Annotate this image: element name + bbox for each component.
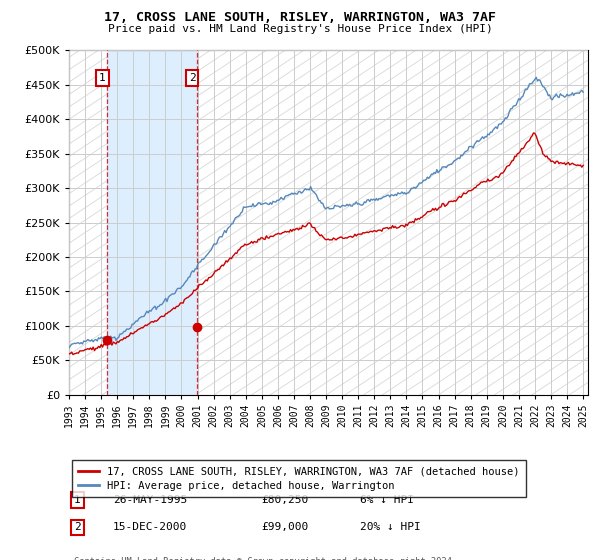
Text: 26-MAY-1995: 26-MAY-1995: [113, 495, 187, 505]
Text: 17, CROSS LANE SOUTH, RISLEY, WARRINGTON, WA3 7AF: 17, CROSS LANE SOUTH, RISLEY, WARRINGTON…: [104, 11, 496, 24]
Text: 2: 2: [189, 73, 196, 83]
Bar: [107, 50, 197, 395]
Text: 6% ↓ HPI: 6% ↓ HPI: [359, 495, 413, 505]
Text: 1: 1: [99, 73, 106, 83]
Text: 15-DEC-2000: 15-DEC-2000: [113, 522, 187, 533]
Text: 1: 1: [74, 495, 81, 505]
Text: Contains HM Land Registry data © Crown copyright and database right 2024.
This d: Contains HM Land Registry data © Crown c…: [74, 557, 457, 560]
Text: 2: 2: [74, 522, 81, 533]
Legend: 17, CROSS LANE SOUTH, RISLEY, WARRINGTON, WA3 7AF (detached house), HPI: Average: 17, CROSS LANE SOUTH, RISLEY, WARRINGTON…: [71, 460, 526, 497]
Text: Price paid vs. HM Land Registry's House Price Index (HPI): Price paid vs. HM Land Registry's House …: [107, 24, 493, 34]
Text: 20% ↓ HPI: 20% ↓ HPI: [359, 522, 421, 533]
Text: £80,250: £80,250: [261, 495, 308, 505]
Text: £99,000: £99,000: [261, 522, 308, 533]
